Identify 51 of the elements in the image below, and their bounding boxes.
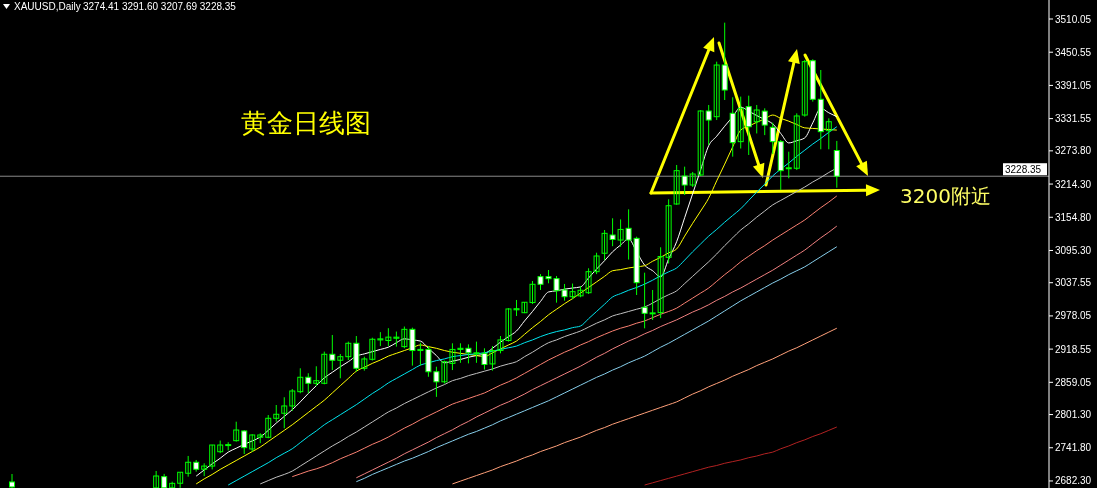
candlestick [185, 455, 192, 478]
line-series [644, 426, 838, 486]
annotation: 黄金日线图 [241, 108, 371, 138]
ref-line-label: 3228.35 [1005, 163, 1042, 175]
candlestick [697, 109, 704, 177]
candlestick [321, 351, 328, 385]
candlestick [337, 353, 344, 379]
line-series [451, 327, 838, 485]
y-tick-label: 2741.80 [1055, 442, 1092, 454]
candlestick [825, 117, 832, 150]
candlestick [681, 166, 688, 196]
y-tick-label: 3510.05 [1055, 13, 1092, 25]
candlestick [673, 164, 680, 206]
candlestick [209, 444, 216, 470]
candlestick [793, 112, 800, 171]
candlestick [241, 429, 248, 455]
y-tick-label: 3095.30 [1055, 244, 1092, 256]
line-series [291, 195, 838, 478]
candlestick [289, 388, 296, 412]
candlestick [153, 470, 160, 488]
chart-subtitle: 3274.41 3291.60 3207.69 3228.35 [83, 1, 237, 12]
candlestick [713, 61, 720, 121]
candlestick [329, 334, 336, 371]
y-tick-label: 2682.30 [1055, 475, 1092, 487]
candlestick [313, 365, 320, 387]
candlestick [9, 473, 16, 488]
y-tick-label: 2859.05 [1055, 376, 1092, 388]
candlestick [297, 367, 304, 394]
candlestick [281, 396, 288, 429]
y-tick-label: 3273.80 [1055, 145, 1092, 157]
y-tick-label: 3391.05 [1055, 79, 1092, 91]
candlestick [737, 96, 744, 150]
candlestick [305, 372, 312, 394]
candlestick [785, 151, 792, 179]
candlestick [177, 471, 184, 488]
candlestick [753, 104, 760, 134]
y-tick-label: 2918.55 [1055, 343, 1092, 355]
y-tick-label: 3331.55 [1055, 113, 1092, 125]
y-tick-label: 3037.55 [1055, 277, 1092, 289]
candlestick [265, 414, 272, 439]
candlestick [769, 122, 776, 155]
candlestick [345, 341, 352, 361]
y-tick-label: 3154.80 [1055, 211, 1092, 223]
y-tick-label: 3214.30 [1055, 178, 1092, 190]
chart-title: XAUUSD,Daily [14, 1, 81, 12]
candlestick [233, 421, 240, 443]
annotation: 3200附近 [900, 184, 991, 208]
candlestick [801, 59, 808, 118]
y-tick-label: 2978.05 [1055, 310, 1092, 322]
y-tick-label: 2801.30 [1055, 409, 1092, 421]
y-tick-label: 3450.55 [1055, 46, 1092, 58]
